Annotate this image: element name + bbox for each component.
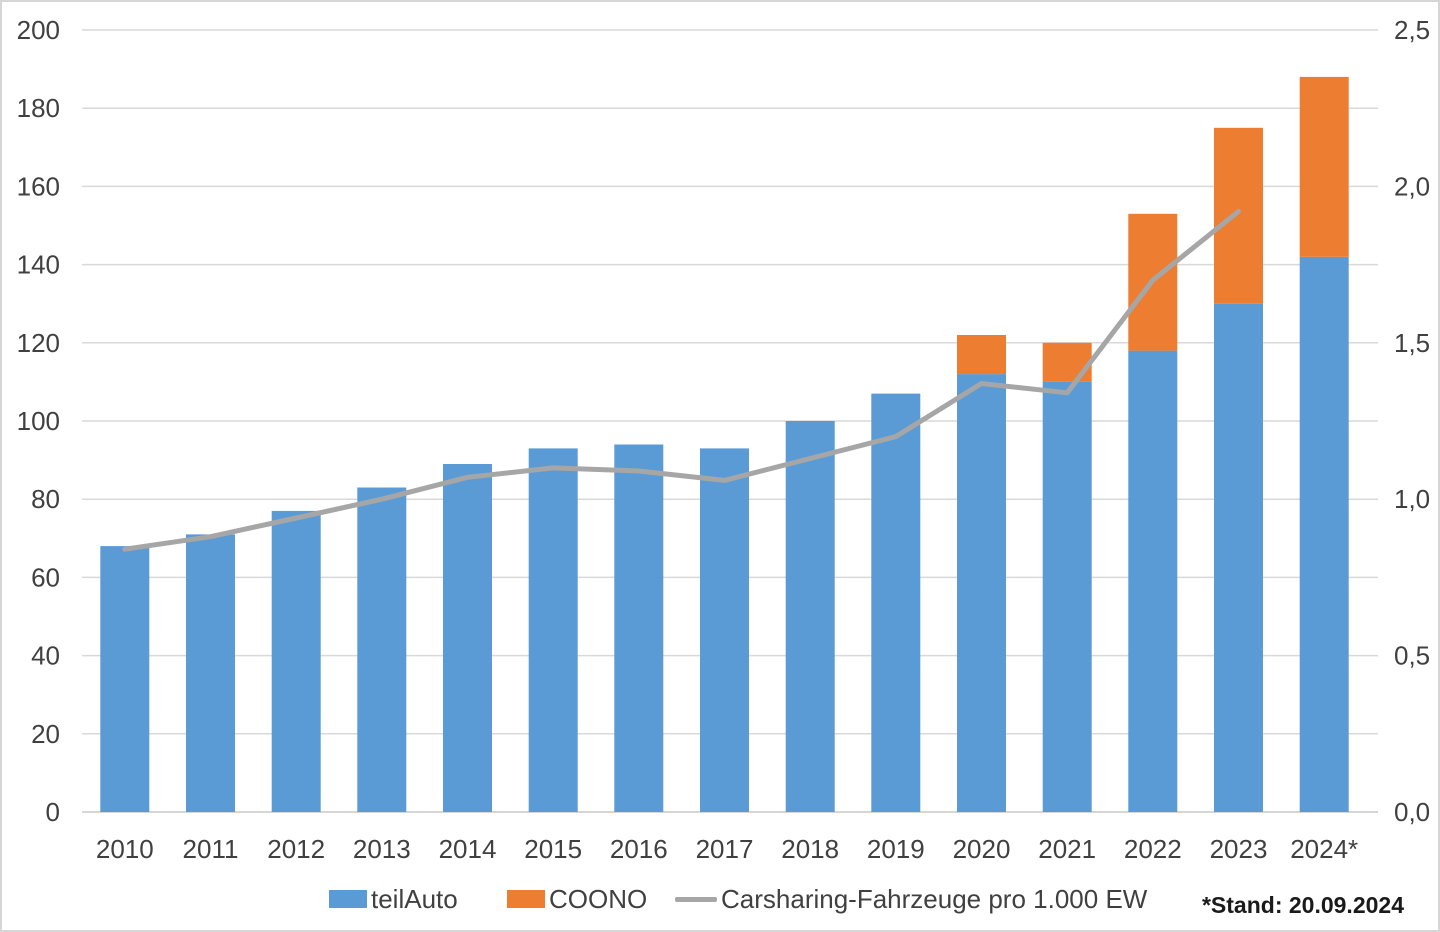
bar-segment-coono-2020 bbox=[957, 335, 1006, 375]
bar-segment-teilauto-2016 bbox=[614, 444, 664, 812]
bar-segment-teilauto-2024 bbox=[1299, 256, 1349, 812]
trend-line bbox=[122, 208, 1241, 552]
x-axis-year-label: 2024* bbox=[1290, 834, 1358, 864]
bar-segment-teilauto-2020 bbox=[957, 374, 1006, 812]
x-axis-year-label: 2017 bbox=[696, 834, 754, 864]
left-axis-tick-label: 40 bbox=[31, 641, 60, 671]
right-axis-tick-label: 1,0 bbox=[1394, 484, 1430, 514]
x-axis-year-label: 2019 bbox=[867, 834, 925, 864]
bar-segment-teilauto-2018 bbox=[785, 421, 835, 812]
legend-label-teilauto: teilAuto bbox=[371, 883, 458, 914]
x-axis-year-label: 2022 bbox=[1124, 834, 1182, 864]
left-axis-tick-label: 140 bbox=[17, 250, 60, 280]
footnote-stand-date: *Stand: 20.09.2024 bbox=[1201, 892, 1404, 918]
bar-segment-teilauto-2015 bbox=[528, 448, 578, 812]
coono-swatch-icon bbox=[507, 890, 545, 908]
right-axis-tick-label: 1,5 bbox=[1394, 328, 1430, 358]
bar-segment-coono-2021 bbox=[1042, 342, 1092, 382]
left-axis-tick-label: 120 bbox=[17, 328, 60, 358]
x-axis-year-label: 2021 bbox=[1038, 834, 1096, 864]
legend-item-teilauto: teilAuto bbox=[329, 884, 458, 914]
x-axis-year-label: 2020 bbox=[953, 834, 1011, 864]
left-axis-tick-label: 180 bbox=[17, 93, 60, 123]
x-axis-year-label: 2010 bbox=[96, 834, 154, 864]
bar-segment-coono-2023 bbox=[1214, 127, 1263, 304]
right-axis-tick-label: 0,0 bbox=[1394, 797, 1430, 827]
legend-label-coono: COONO bbox=[549, 883, 648, 914]
left-axis-tick-label: 60 bbox=[31, 562, 60, 592]
legend-label-line: Carsharing-Fahrzeuge pro 1.000 EW bbox=[721, 883, 1148, 914]
x-axis-year-label: 2016 bbox=[610, 834, 668, 864]
left-axis-tick-label: 80 bbox=[31, 484, 60, 514]
bar-segment-coono-2024 bbox=[1299, 76, 1349, 257]
left-axis-tick-label: 200 bbox=[17, 15, 60, 45]
bar-segment-teilauto-2011 bbox=[186, 534, 235, 812]
right-axis-tick-label: 2,0 bbox=[1394, 171, 1430, 201]
left-axis-tick-label: 0 bbox=[46, 797, 60, 827]
x-axis-year-label: 2023 bbox=[1210, 834, 1268, 864]
x-axis-year-label: 2018 bbox=[781, 834, 839, 864]
x-axis-year-label: 2011 bbox=[183, 834, 239, 864]
trend-line-swatch-icon bbox=[675, 896, 717, 902]
bar-segment-teilauto-2017 bbox=[700, 448, 749, 812]
bar-segment-teilauto-2021 bbox=[1042, 381, 1092, 812]
bar-segment-teilauto-2023 bbox=[1214, 303, 1263, 812]
legend-item-line: Carsharing-Fahrzeuge pro 1.000 EW bbox=[675, 884, 1147, 914]
x-axis-year-label: 2013 bbox=[353, 834, 411, 864]
right-axis-tick-label: 2,5 bbox=[1394, 15, 1430, 45]
teilauto-swatch-icon bbox=[329, 890, 367, 908]
left-axis-tick-label: 20 bbox=[31, 719, 60, 749]
left-axis-tick-label: 100 bbox=[17, 406, 60, 436]
bar-segment-teilauto-2022 bbox=[1128, 350, 1178, 812]
bar-segment-teilauto-2010 bbox=[100, 546, 150, 812]
left-axis-tick-label: 160 bbox=[17, 171, 60, 201]
right-axis-tick-label: 0,5 bbox=[1394, 641, 1430, 671]
bar-segment-teilauto-2019 bbox=[871, 393, 921, 812]
x-axis-year-label: 2012 bbox=[267, 834, 325, 864]
x-axis-year-label: 2014 bbox=[439, 834, 497, 864]
legend-item-coono: COONO bbox=[507, 884, 647, 914]
bar-segment-teilauto-2012 bbox=[271, 510, 321, 812]
bar-segment-teilauto-2014 bbox=[443, 464, 492, 812]
x-axis-year-label: 2015 bbox=[524, 834, 582, 864]
chart-legend: teilAuto COONO Carsharing-Fahrzeuge pro … bbox=[2, 884, 1438, 914]
bar-segment-teilauto-2013 bbox=[357, 487, 407, 812]
